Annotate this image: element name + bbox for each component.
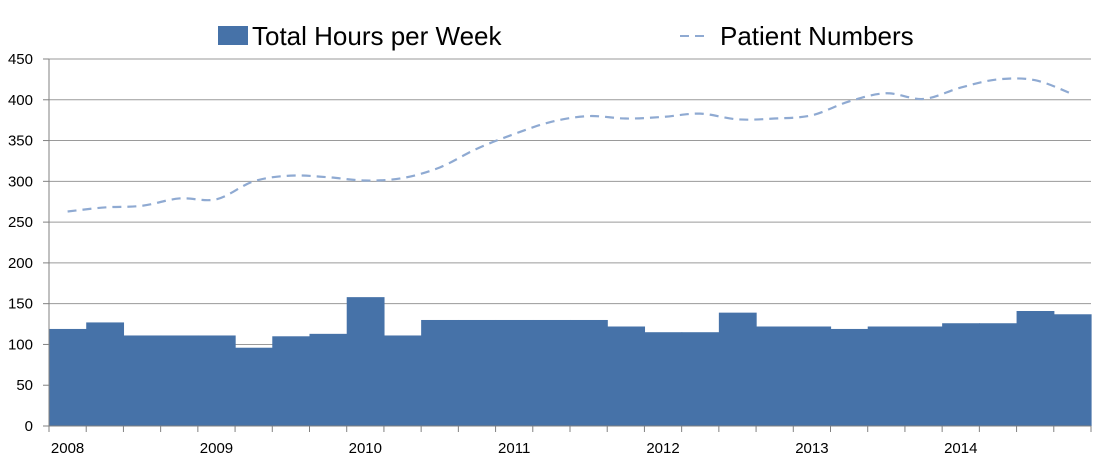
patient-point xyxy=(178,197,180,199)
y-axis-labels: 0 50 100 150 200 250 300 350 400 450 xyxy=(8,51,33,435)
bar xyxy=(346,297,385,426)
patient-point xyxy=(364,179,366,181)
bar xyxy=(830,328,869,426)
bar xyxy=(904,326,943,426)
y-tick-label: 300 xyxy=(8,173,33,190)
x-tick-label: 2013 xyxy=(795,440,828,457)
legend-label-hours: Total Hours per Week xyxy=(252,21,503,51)
patient-point xyxy=(290,174,292,176)
patient-line xyxy=(66,77,1073,213)
y-tick-label: 250 xyxy=(8,214,33,231)
patient-point xyxy=(699,112,701,114)
y-tick-label: 200 xyxy=(8,255,33,272)
x-tick-label: 2008 xyxy=(51,440,84,457)
patient-point xyxy=(215,198,217,200)
bar xyxy=(570,319,608,426)
bar xyxy=(272,336,311,426)
patient-point xyxy=(1071,93,1073,95)
bar xyxy=(718,312,757,426)
patient-point xyxy=(252,180,254,182)
bar xyxy=(532,319,571,426)
bar xyxy=(1016,311,1055,426)
y-tick-label: 100 xyxy=(8,336,33,353)
bar xyxy=(235,347,273,426)
patient-point xyxy=(811,114,813,116)
y-tick-label: 50 xyxy=(16,377,33,394)
y-tick-label: 400 xyxy=(8,92,33,109)
x-tick-label: 2009 xyxy=(200,440,233,457)
patient-point xyxy=(997,78,999,80)
patient-point xyxy=(66,210,68,212)
patient-point xyxy=(773,117,775,119)
patient-point xyxy=(327,176,329,178)
bar xyxy=(607,326,646,426)
patient-point xyxy=(625,117,627,119)
y-tick-label: 450 xyxy=(8,51,33,68)
patient-point xyxy=(401,177,403,179)
patient-point xyxy=(587,115,589,117)
legend-label-patients: Patient Numbers xyxy=(720,21,914,51)
patient-point xyxy=(104,206,106,208)
x-tick-label: 2011 xyxy=(498,440,530,457)
bar xyxy=(495,319,534,426)
patient-point xyxy=(1034,79,1036,81)
y-tick-label: 150 xyxy=(8,296,33,313)
patient-numbers-line xyxy=(67,77,1073,213)
bar xyxy=(49,328,87,426)
bar xyxy=(793,326,832,426)
bar xyxy=(421,319,459,426)
legend-swatch-hours xyxy=(218,26,248,45)
patient-point xyxy=(662,116,664,118)
bar xyxy=(458,319,497,426)
patient-point xyxy=(885,92,887,94)
y-tick-label: 0 xyxy=(25,418,33,435)
patient-point xyxy=(513,133,515,135)
bar xyxy=(123,335,162,426)
bar xyxy=(867,326,906,426)
patient-point xyxy=(476,148,478,150)
x-tick-label: 2014 xyxy=(944,440,977,457)
bar xyxy=(644,332,683,426)
x-tick-label: 2012 xyxy=(646,440,679,457)
bar xyxy=(197,335,236,426)
axes xyxy=(43,58,1092,432)
bar xyxy=(86,322,125,426)
patient-point xyxy=(550,121,552,123)
patient-point xyxy=(848,100,850,102)
x-axis-labels: 2008 2009 2010 2011 2012 2013 2014 xyxy=(51,440,978,457)
bar xyxy=(160,335,199,426)
bar xyxy=(979,323,1018,426)
patient-point xyxy=(141,205,143,207)
bar xyxy=(309,333,348,426)
bar xyxy=(942,323,980,426)
legend: Total Hours per Week Patient Numbers xyxy=(218,21,914,51)
bars xyxy=(49,297,1092,426)
x-tick-label: 2010 xyxy=(349,440,382,457)
bar xyxy=(756,326,794,426)
patient-point xyxy=(960,86,962,88)
bar xyxy=(681,332,720,426)
bar xyxy=(1053,314,1092,426)
y-tick-label: 350 xyxy=(8,133,33,150)
patient-point xyxy=(439,166,441,168)
bar xyxy=(383,335,422,426)
patient-point xyxy=(736,118,738,120)
patient-point xyxy=(922,98,924,100)
